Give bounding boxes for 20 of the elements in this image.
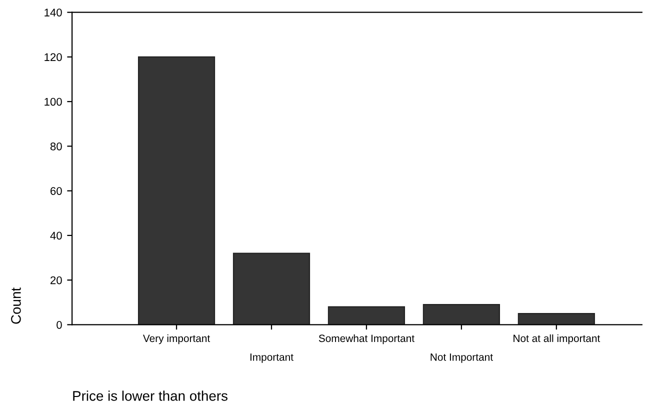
x-axis-title: Price is lower than others (73, 390, 228, 401)
y-tick-label: 40 (50, 232, 62, 240)
x-tick-label: Not Important (430, 354, 493, 363)
y-axis-title: Count (11, 288, 21, 324)
bar (328, 306, 406, 325)
y-tick-label: 140 (44, 8, 62, 16)
x-tick-label: Somewhat Important (318, 334, 414, 344)
x-tick-label: Important (250, 354, 294, 363)
y-tick-label: 20 (50, 276, 62, 284)
bar (138, 56, 216, 325)
y-tick-label: 100 (44, 98, 62, 106)
bar (518, 312, 595, 325)
y-tick-label: 80 (50, 142, 62, 150)
x-tick-label: Not at all important (514, 334, 600, 344)
y-tick-label: 60 (50, 187, 62, 195)
bar (422, 304, 500, 325)
y-tick-label: 0 (56, 320, 62, 329)
bar (232, 252, 310, 325)
y-tick-label: 120 (44, 53, 62, 62)
x-tick-label: Very important (142, 334, 210, 344)
